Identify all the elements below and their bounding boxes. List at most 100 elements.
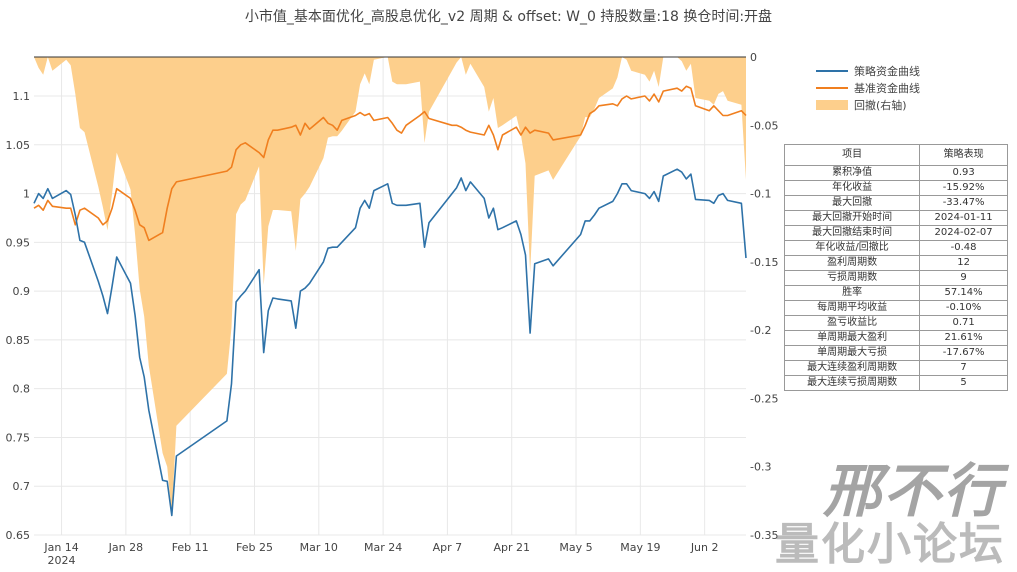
metric-value: -0.48 bbox=[919, 240, 1008, 256]
metric-label: 单周期最大亏损 bbox=[783, 345, 921, 361]
metric-value: -33.47% bbox=[919, 195, 1008, 211]
metric-label: 每周期平均收益 bbox=[783, 300, 921, 316]
x-tick-year: 2024 bbox=[48, 554, 76, 567]
y-tick-left: 0.9 bbox=[13, 285, 31, 298]
x-tick: Feb 25 bbox=[236, 541, 273, 554]
drawdown-area-layer bbox=[34, 57, 746, 515]
metrics-header-item: 项目 bbox=[783, 144, 921, 166]
legend-label-drawdown: 回撤(右轴) bbox=[854, 98, 907, 112]
metrics-header-value: 策略表现 bbox=[919, 144, 1008, 166]
metrics-row: 年化收益/回撤比 -0.48 bbox=[783, 240, 1008, 256]
metric-value: 2024-01-11 bbox=[919, 210, 1008, 226]
metric-label: 亏损周期数 bbox=[783, 270, 921, 286]
metrics-row: 胜率 57.14% bbox=[783, 285, 1008, 301]
y-tick-right: 0 bbox=[750, 51, 757, 64]
metric-label: 盈亏收益比 bbox=[783, 315, 921, 331]
x-tick: May 5 bbox=[559, 541, 592, 554]
x-tick: Feb 11 bbox=[172, 541, 209, 554]
metric-label: 盈利周期数 bbox=[783, 255, 921, 271]
watermark-line2: 量化小论坛 bbox=[775, 519, 1005, 570]
legend: 策略资金曲线 基准资金曲线 回撤(右轴) bbox=[816, 62, 920, 113]
y-tick-left: 1.1 bbox=[13, 90, 31, 103]
y-tick-right: -0.05 bbox=[750, 119, 778, 132]
metric-label: 最大回撤 bbox=[783, 195, 921, 211]
x-tick: Mar 10 bbox=[300, 541, 338, 554]
metric-value: 9 bbox=[919, 270, 1008, 286]
benchmark-line-swatch bbox=[816, 86, 848, 89]
benchmark-line bbox=[33, 85, 747, 242]
metrics-row: 最大回撤 -33.47% bbox=[783, 195, 1008, 211]
metric-label: 最大连续亏损周期数 bbox=[783, 375, 921, 391]
metric-value: 57.14% bbox=[919, 285, 1008, 301]
metric-label: 年化收益 bbox=[783, 180, 921, 196]
metrics-header-row: 项目 策略表现 bbox=[783, 144, 1008, 166]
y-tick-right: -0.2 bbox=[750, 324, 771, 337]
y-tick-right: -0.15 bbox=[750, 256, 778, 269]
y-tick-right: -0.3 bbox=[750, 461, 771, 474]
legend-item-drawdown[interactable]: 回撤(右轴) bbox=[816, 96, 920, 113]
metric-label: 年化收益/回撤比 bbox=[783, 240, 921, 256]
x-tick: Jun 2 bbox=[690, 541, 719, 554]
metrics-row: 每周期平均收益 -0.10% bbox=[783, 300, 1008, 316]
axis-layer: 0.65 0.7 0.75 0.8 0.85 0.9 0.95 1 1.05 1.1 0 -0.05 -… bbox=[6, 51, 779, 567]
x-tick: Jan 28 bbox=[108, 541, 143, 554]
x-tick: May 19 bbox=[620, 541, 660, 554]
metrics-table: 项目 策略表现 累积净值 0.93 年化收益 -15.92% 最大回撤 -33.47% 最大… bbox=[783, 144, 1008, 391]
metric-label: 最大连续盈利周期数 bbox=[783, 360, 921, 376]
metric-value: -17.67% bbox=[919, 345, 1008, 361]
metrics-row: 盈亏收益比 0.71 bbox=[783, 315, 1008, 331]
x-tick: Mar 24 bbox=[364, 541, 402, 554]
metrics-row: 最大连续盈利周期数 7 bbox=[783, 360, 1008, 376]
metric-value: 5 bbox=[919, 375, 1008, 391]
metrics-row: 年化收益 -15.92% bbox=[783, 180, 1008, 196]
metrics-row: 最大回撤结束时间 2024-02-07 bbox=[783, 225, 1008, 241]
metric-value: 2024-02-07 bbox=[919, 225, 1008, 241]
chart-title: 小市值_基本面优化_高股息优化_v2 周期 & offset: W_0 持股数量… bbox=[244, 9, 773, 25]
y-tick-left: 0.65 bbox=[6, 529, 31, 542]
y-tick-left: 0.8 bbox=[13, 383, 31, 396]
y-tick-left: 0.95 bbox=[6, 236, 31, 249]
watermark-line1: 邢不行 bbox=[822, 457, 1003, 525]
metric-label: 胜率 bbox=[783, 285, 921, 301]
drawdown-fill-swatch bbox=[816, 99, 848, 110]
x-tick: Apr 7 bbox=[433, 541, 463, 554]
metric-label: 累积净值 bbox=[783, 165, 921, 181]
metrics-row: 累积净值 0.93 bbox=[783, 165, 1008, 181]
legend-label-benchmark: 基准资金曲线 bbox=[854, 81, 920, 95]
y-tick-right: -0.1 bbox=[750, 188, 771, 201]
y-tick-left: 0.85 bbox=[6, 334, 31, 347]
metric-label: 最大回撤开始时间 bbox=[783, 210, 921, 226]
legend-label-strategy: 策略资金曲线 bbox=[854, 64, 920, 78]
metrics-row: 亏损周期数 9 bbox=[783, 270, 1008, 286]
strategy-line bbox=[33, 168, 747, 517]
metrics-row: 最大连续亏损周期数 5 bbox=[783, 375, 1008, 391]
legend-item-benchmark[interactable]: 基准资金曲线 bbox=[816, 79, 920, 96]
metrics-body: 累积净值 0.93 年化收益 -15.92% 最大回撤 -33.47% 最大回撤开始时间 20… bbox=[783, 165, 1008, 391]
metric-label: 最大回撤结束时间 bbox=[783, 225, 921, 241]
y-tick-left: 1 bbox=[23, 188, 30, 201]
metric-value: -15.92% bbox=[919, 180, 1008, 196]
metric-value: 21.61% bbox=[919, 330, 1008, 346]
x-tick: Apr 21 bbox=[493, 541, 530, 554]
metric-value: -0.10% bbox=[919, 300, 1008, 316]
metrics-row: 单周期最大盈利 21.61% bbox=[783, 330, 1008, 346]
metric-value: 0.71 bbox=[919, 315, 1008, 331]
metrics-row: 最大回撤开始时间 2024-01-11 bbox=[783, 210, 1008, 226]
y-tick-right: -0.35 bbox=[750, 529, 778, 542]
strategy-line-swatch bbox=[816, 69, 848, 72]
drawdown-area bbox=[34, 57, 746, 515]
y-tick-left: 1.05 bbox=[6, 139, 31, 152]
y-tick-right: -0.25 bbox=[750, 392, 778, 405]
y-tick-left: 0.7 bbox=[13, 480, 31, 493]
metric-label: 单周期最大盈利 bbox=[783, 330, 921, 346]
metric-value: 12 bbox=[919, 255, 1008, 271]
line-layer bbox=[33, 85, 747, 517]
metric-value: 0.93 bbox=[919, 165, 1008, 181]
metrics-row: 盈利周期数 12 bbox=[783, 255, 1008, 271]
metric-value: 7 bbox=[919, 360, 1008, 376]
y-tick-left: 0.75 bbox=[6, 431, 31, 444]
metrics-row: 单周期最大亏损 -17.67% bbox=[783, 345, 1008, 361]
x-tick: Jan 14 bbox=[43, 541, 78, 554]
legend-item-strategy[interactable]: 策略资金曲线 bbox=[816, 62, 920, 79]
